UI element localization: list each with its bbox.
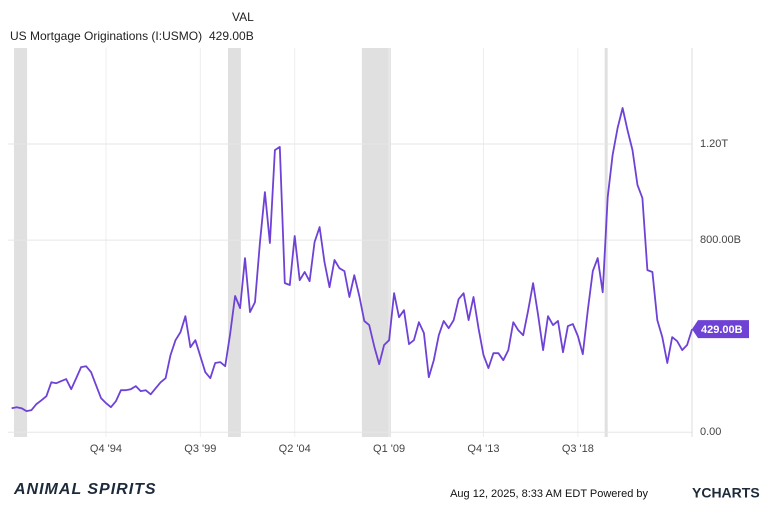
plot-area: Q4 '94 Q3 '99 Q2 '04 Q1 '09 Q4 '13 Q3 '18 0.00… bbox=[8, 48, 749, 455]
recession-band bbox=[361, 48, 391, 437]
current-value-tag bbox=[692, 320, 749, 339]
x-tick-label: Q3 '18 bbox=[562, 443, 594, 455]
footer-timestamp: Aug 12, 2025, 8:33 AM EDT Powered by bbox=[450, 488, 648, 500]
legend-header: VAL bbox=[232, 10, 254, 24]
y-tick-label: 800.00B bbox=[700, 234, 741, 246]
recession-band bbox=[227, 48, 241, 437]
y-tick-label: 0.00 bbox=[700, 426, 721, 438]
logo: ANIMAL SPIRITS bbox=[13, 481, 157, 498]
footer-brand: YCHARTS bbox=[692, 485, 760, 501]
x-tick-label: Q4 '94 bbox=[90, 443, 122, 455]
x-tick-label: Q2 '04 bbox=[279, 443, 311, 455]
x-tick-label: Q3 '99 bbox=[184, 443, 216, 455]
series-line bbox=[11, 107, 693, 412]
legend-value: 429.00B bbox=[209, 29, 254, 43]
recession-band bbox=[13, 48, 28, 437]
x-tick-label: Q4 '13 bbox=[467, 443, 499, 455]
y-tick-label: 1.20T bbox=[700, 138, 728, 150]
legend-series-name: US Mortgage Originations (I:USMO) bbox=[10, 29, 202, 43]
x-tick-label: Q1 '09 bbox=[373, 443, 405, 455]
current-value-label: 429.00B bbox=[701, 324, 743, 336]
